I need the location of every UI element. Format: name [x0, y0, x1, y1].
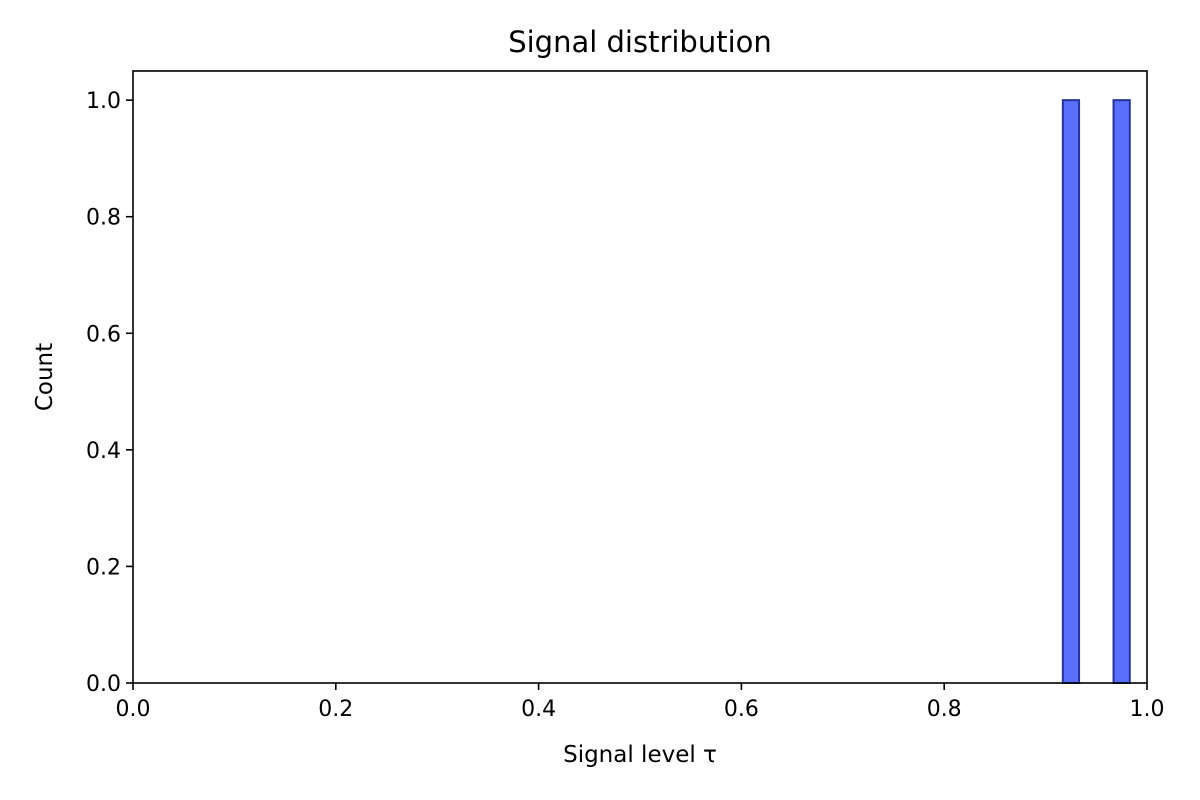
x-tick-label: 0.6 — [724, 697, 759, 722]
x-tick-label: 0.2 — [318, 697, 353, 722]
y-tick-label: 0.6 — [86, 322, 121, 347]
x-tick-label: 0.8 — [927, 697, 962, 722]
chart-title: Signal distribution — [508, 25, 772, 59]
x-tick-label: 1.0 — [1130, 697, 1165, 722]
y-tick-label: 0.0 — [86, 672, 121, 697]
histogram-bar-2 — [1112, 99, 1131, 684]
x-tick-label: 0.4 — [521, 697, 556, 722]
x-axis-ticks: 0.0 0.2 0.4 0.6 0.8 1.0 — [116, 683, 1165, 722]
y-axis-label: Count — [32, 343, 58, 411]
x-tick-label: 0.0 — [116, 697, 151, 722]
y-axis-ticks: 0.0 0.2 0.4 0.6 0.8 1.0 — [86, 89, 133, 697]
y-tick-label: 1.0 — [86, 89, 121, 114]
y-tick-label: 0.2 — [86, 555, 121, 580]
histogram-bar-1 — [1061, 99, 1081, 684]
y-tick-label: 0.4 — [86, 439, 121, 464]
x-axis-label: Signal level τ — [563, 742, 717, 768]
bars-group — [1061, 99, 1131, 684]
plot-frame — [132, 70, 1148, 684]
y-tick-label: 0.8 — [86, 206, 121, 231]
